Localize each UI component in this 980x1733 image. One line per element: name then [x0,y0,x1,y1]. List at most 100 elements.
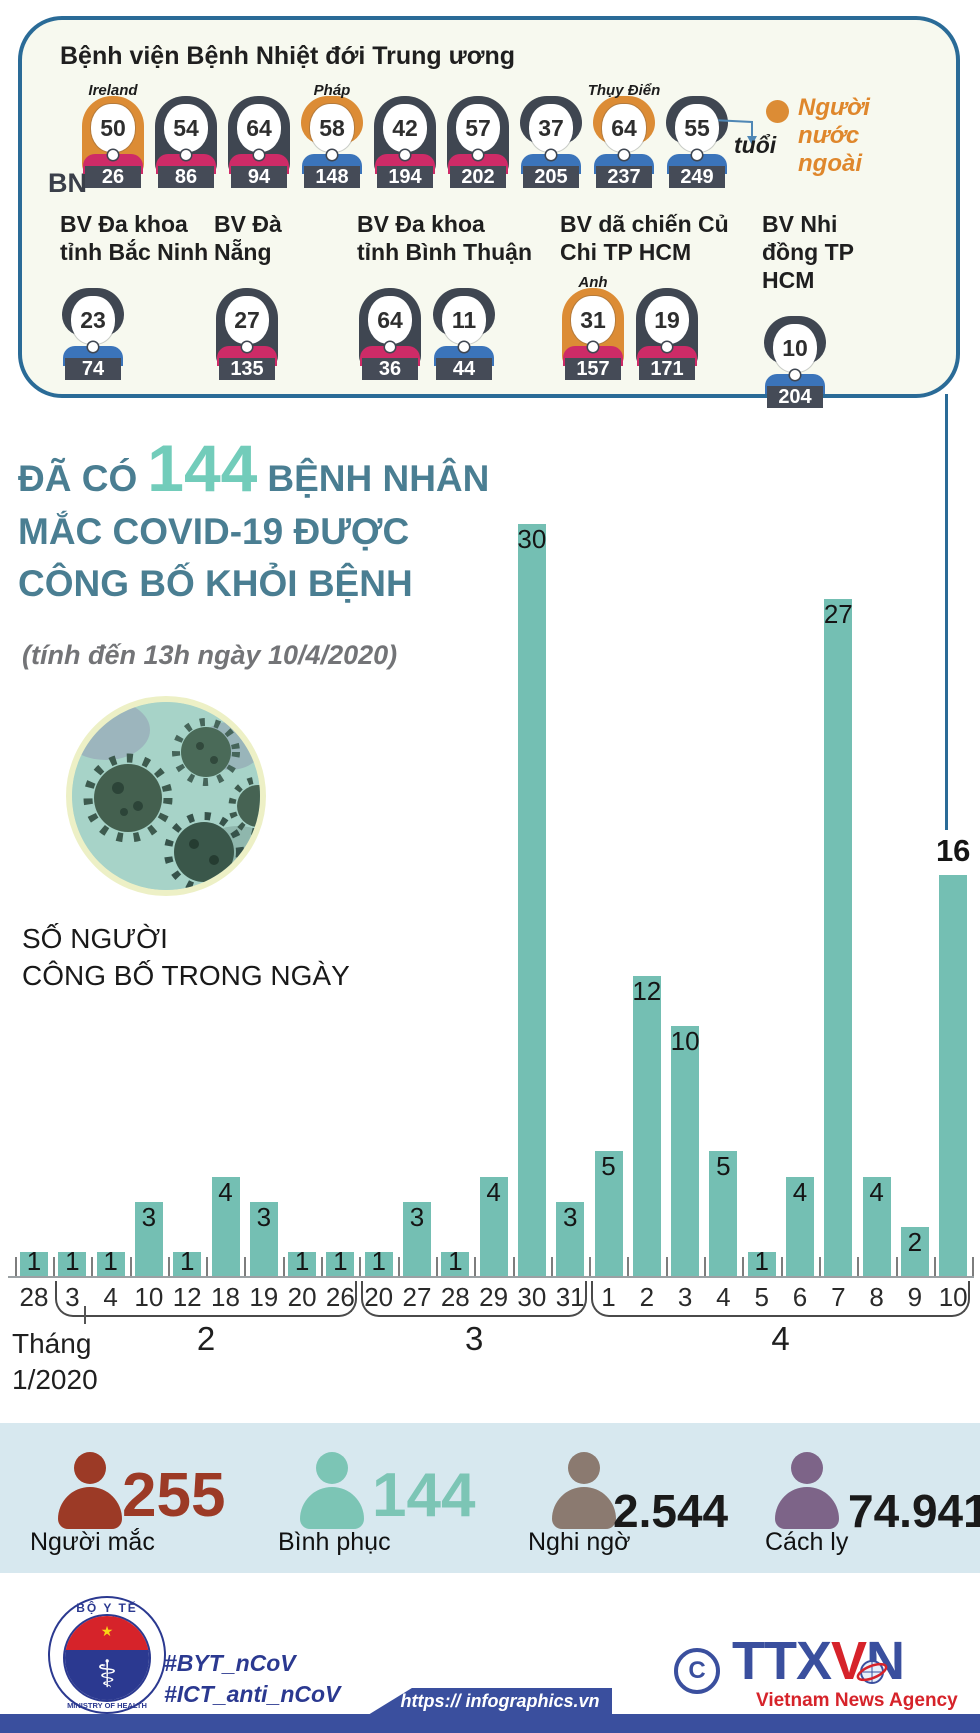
bar-value-label: 3 [562,1202,578,1232]
bar-value-label: 5 [716,1151,731,1181]
hashtag-ict: #ICT_anti_nCoV [164,1681,341,1707]
bar-value-label: 1 [333,1246,348,1276]
patient-collar [181,150,191,160]
patient-age: 23 [71,296,115,344]
axis-tick [512,1257,515,1277]
patient-bn-number: 74 [65,358,121,380]
hospital-group: BV Nhi đồng TP HCM 10 204 [762,210,892,408]
person-head [316,1452,348,1484]
axis-day-label: 19 [249,1282,279,1312]
ttxvn-v: V [831,1631,867,1691]
person-body [775,1487,839,1529]
patient-age: 57 [456,104,500,152]
patient-collar [662,342,672,352]
patient-collar [242,342,252,352]
stat-value: 2.544 [613,1485,729,1537]
patient-collar [327,150,337,160]
patient-age: 42 [383,104,427,152]
headline-line-1: ĐÃ CÓ 144 BỆNH NHÂN [18,430,489,506]
x-axis-line [8,1276,974,1278]
patient-country-label: Thụy Điển [587,82,661,99]
url-tab: https:// infographics.vn [368,1688,612,1715]
chart-title-line-1: SỐ NGƯỜI [22,923,168,954]
hospital-box: Bệnh viện Bệnh Nhiệt đới Trung ương BN I… [18,16,960,408]
patient-age: 31 [571,296,615,344]
axis-tick [359,1257,362,1277]
hospital-patients: 27 135 [214,276,324,380]
bar-day-3 [671,1026,700,1277]
patient-bn-number: 237 [596,166,652,188]
hospital-group: BV Đa khoa tỉnh Bắc Ninh 23 74 [60,210,210,380]
bar-day-20 [288,1252,317,1277]
hospital-group: BV Đa khoa tỉnh Bình Thuận 64 36 11 44 [357,210,532,380]
bar-day-3 [58,1252,87,1277]
foreigner-legend-dot-icon [766,100,789,123]
person-body [58,1487,122,1529]
daily-recovered-bar-chart: 1 1 1 3 1 4 3 1 1 1 3 1 4 30 3 5 12 10 5 1 4 27 4 2 16 [0,440,980,1277]
patient-avatar: 42 194 [372,84,438,188]
month-january-word: Tháng [12,1328,92,1359]
axis-day-label: 4 [103,1282,118,1312]
bar-value-label: 1 [65,1246,80,1276]
month-january-year: 1/2020 [12,1364,98,1395]
age-pointer-label: tuổi [734,132,777,158]
month-label: 3 [465,1320,484,1357]
patient-avatar: 27 135 [214,276,280,380]
bar-day-18 [211,1177,240,1277]
ttxvn-logo: TTXVN [732,1630,905,1692]
patient-bn-number: 205 [523,166,579,188]
stat-label: Nghi ngờ [528,1528,631,1556]
month-bracket [361,1281,588,1317]
patient-age: 37 [529,104,573,152]
moh-logo-bottom-text: MINISTRY OF HEALTH [67,1701,147,1710]
axis-day-label: 2 [639,1282,655,1312]
star-icon: ★ [100,1623,114,1639]
bar-value-label: 30 [517,524,547,554]
bar-value-label: 3 [141,1202,157,1232]
axis-day-label: 3 [677,1282,693,1312]
patient-row-1: Ireland 50 26 54 86 64 94 Pháp 58 148 42 194 57 202 37… [80,82,730,188]
patient-collar [619,150,629,160]
patient-collar [459,342,469,352]
patient-bn-number: 249 [669,166,725,188]
axis-tick [14,1257,17,1277]
hospital-box-title: Bệnh viện Bệnh Nhiệt đới Trung ương [60,42,516,70]
patient-collar [790,370,800,380]
axis-tick [780,1257,783,1277]
axis-day-label: 10 [134,1282,164,1312]
patient-country-label: Anh [578,274,608,291]
month-label: 4 [771,1320,790,1357]
axis-tick [627,1257,630,1277]
stat-value: 74.941 [848,1485,980,1537]
axis-tick [282,1257,285,1277]
virus-particle [83,753,173,843]
axis-day-label: 20 [287,1282,317,1312]
bar-value-label: 4 [869,1177,884,1207]
patient-avatar: 37 205 [518,84,584,188]
month-label: 2 [196,1320,216,1357]
stat-value: 144 [372,1461,476,1530]
axis-day-label: 4 [716,1282,731,1312]
axis-tick [91,1257,94,1277]
person-body [300,1487,364,1529]
axis-day-label: 29 [479,1282,509,1312]
patient-avatar: 64 36 [357,276,423,380]
patient-age: 27 [225,296,269,344]
recovered-count: 144 [147,431,258,505]
bar-value-label: 1 [179,1246,195,1276]
axis-day-label: 30 [517,1282,547,1312]
hospital-name: BV Đà Nẵng [214,211,282,265]
patient-bn-number: 135 [219,358,275,380]
person-icon [775,1452,839,1530]
axis-day-label: 18 [211,1282,240,1312]
bar-day-7 [824,599,853,1277]
patient-avatar: 23 74 [60,276,126,380]
moh-logo-top-text: BỘ Y TẾ [76,1601,138,1615]
bar-value-label: 12 [632,976,662,1006]
patient-avatar: 57 202 [445,84,511,188]
patient-age: 50 [91,104,135,152]
bar-value-label: 3 [256,1202,272,1232]
bar-value-label: 1 [754,1246,769,1276]
bar-day-31 [556,1202,585,1277]
